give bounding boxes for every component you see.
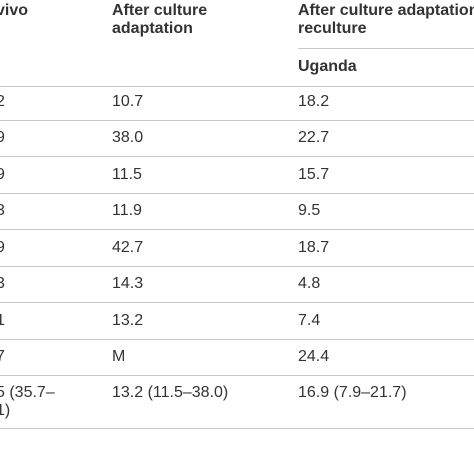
row-rule: [0, 266, 474, 267]
row-6-col-reculture: 4.8: [298, 275, 321, 292]
row-1-col-reculture: 18.2: [298, 93, 330, 110]
row-rule: [0, 302, 474, 303]
row-7-col-in-vivo: 1: [0, 312, 5, 329]
row-6-col-in-vivo: 3: [0, 275, 5, 292]
row-2-col-in-vivo: 9: [0, 129, 5, 146]
row-4-col-adaptation: 11.9: [112, 202, 142, 219]
header-after-culture-adaptation-reculture: After culture adaptation reculture: [298, 2, 474, 37]
row-7-col-adaptation: 13.2: [112, 312, 144, 329]
row-rule: [0, 156, 474, 157]
row-rule: [0, 193, 474, 194]
row-8-col-in-vivo: 7: [0, 348, 5, 365]
subheader-rule: [298, 48, 474, 49]
row-7-col-reculture: 7.4: [298, 312, 321, 329]
row-rule: [0, 375, 474, 376]
summary-col-in-vivo-line1: 5 (35.7–: [0, 384, 55, 401]
row-2-col-reculture: 22.7: [298, 129, 330, 146]
row-rule: [0, 120, 474, 121]
row-5-col-reculture: 18.7: [298, 239, 330, 256]
header-rule: [0, 86, 474, 87]
row-3-col-in-vivo: 9: [0, 166, 5, 183]
summary-col-adaptation: 13.2 (11.5–38.0): [112, 384, 229, 401]
row-1-col-adaptation: 10.7: [112, 93, 144, 110]
row-2-col-adaptation: 38.0: [112, 129, 144, 146]
row-5-col-adaptation: 42.7: [112, 239, 144, 256]
row-4-col-in-vivo: 3: [0, 202, 5, 219]
row-3-col-reculture: 15.7: [298, 166, 330, 183]
row-4-col-reculture: 9.5: [298, 202, 321, 219]
row-rule: [0, 339, 474, 340]
header-in-vivo: vivo: [0, 2, 29, 19]
row-5-col-in-vivo: 9: [0, 239, 5, 256]
row-3-col-adaptation: 11.5: [112, 166, 142, 183]
row-8-col-reculture: 24.4: [298, 348, 330, 365]
summary-col-reculture: 16.9 (7.9–21.7): [298, 384, 407, 401]
summary-col-in-vivo-line2: 1): [0, 402, 11, 419]
row-1-col-in-vivo: 2: [0, 93, 5, 110]
row-rule: [0, 229, 474, 230]
table-bottom-rule: [0, 428, 474, 429]
header-after-culture-adaptation: After culture adaptation: [112, 2, 208, 37]
subheader-uganda: Uganda: [298, 58, 357, 75]
row-8-col-adaptation: M: [112, 348, 126, 365]
row-6-col-adaptation: 14.3: [112, 275, 144, 292]
